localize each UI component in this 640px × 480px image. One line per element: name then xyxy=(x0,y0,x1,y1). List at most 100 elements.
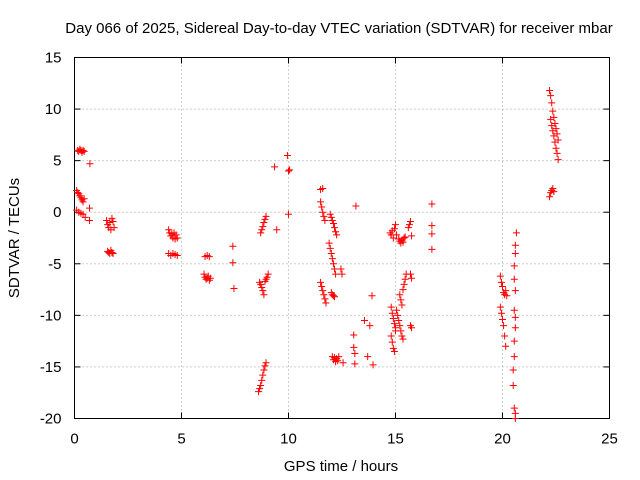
data-point xyxy=(390,225,398,233)
data-point xyxy=(328,216,336,224)
data-point xyxy=(173,252,181,260)
data-point xyxy=(398,332,406,340)
data-point xyxy=(258,376,266,384)
data-point xyxy=(500,322,508,330)
data-point xyxy=(408,232,416,240)
data-point xyxy=(260,291,268,299)
data-point xyxy=(229,242,237,250)
data-point xyxy=(333,231,341,239)
data-point xyxy=(428,222,436,230)
y-tick-label: -20 xyxy=(40,411,62,428)
data-point xyxy=(400,280,408,288)
data-point xyxy=(406,217,414,225)
grid xyxy=(74,57,610,419)
data-point xyxy=(285,210,292,218)
data-point xyxy=(510,275,518,283)
data-point xyxy=(257,229,265,237)
data-point xyxy=(499,315,506,323)
data-point xyxy=(397,327,405,335)
data-point xyxy=(259,287,267,295)
data-point xyxy=(502,287,510,295)
data-point xyxy=(390,347,398,355)
data-point xyxy=(261,362,269,370)
x-tick-label: 25 xyxy=(601,431,618,448)
data-point xyxy=(329,220,337,228)
data-point xyxy=(285,167,292,175)
x-tick-label: 15 xyxy=(387,431,404,448)
data-point xyxy=(200,270,208,278)
data-point xyxy=(319,287,327,295)
x-tick-label: 5 xyxy=(177,431,185,448)
data-point xyxy=(172,231,180,239)
data-point xyxy=(394,311,402,319)
data-point xyxy=(392,221,399,229)
data-point xyxy=(389,234,397,242)
data-point xyxy=(395,317,403,325)
data-point xyxy=(79,198,87,206)
data-point xyxy=(401,233,409,241)
data-point xyxy=(399,335,407,343)
data-point xyxy=(388,338,396,346)
data-point xyxy=(322,299,330,307)
data-point xyxy=(496,272,504,280)
data-point xyxy=(262,359,270,367)
data-point xyxy=(510,353,518,361)
data-point xyxy=(511,313,519,321)
data-point xyxy=(325,239,333,247)
data-point xyxy=(511,324,519,332)
data-point xyxy=(85,216,93,224)
data-point xyxy=(551,138,559,146)
data-point xyxy=(255,388,263,396)
data-point xyxy=(263,273,271,281)
data-point xyxy=(85,204,93,212)
data-point xyxy=(260,219,268,227)
data-point xyxy=(259,223,267,231)
x-tick-label: 20 xyxy=(494,431,511,448)
data-point xyxy=(109,217,117,225)
data-point xyxy=(549,127,557,135)
data-point xyxy=(286,166,294,174)
data-point xyxy=(108,248,116,256)
data-point xyxy=(368,292,376,300)
data-point xyxy=(283,151,291,159)
data-point xyxy=(550,188,558,196)
plot-frame xyxy=(74,57,610,419)
data-point xyxy=(317,278,325,286)
data-point xyxy=(327,213,335,221)
data-point xyxy=(547,115,555,123)
data-point xyxy=(554,156,562,164)
data-point xyxy=(335,353,343,361)
data-point xyxy=(261,215,269,223)
x-axis-label: GPS time / hours xyxy=(284,458,398,475)
data-point xyxy=(401,275,409,283)
data-point xyxy=(405,221,413,229)
data-point xyxy=(327,249,335,257)
data-point xyxy=(206,274,214,282)
data-point xyxy=(512,229,520,237)
data-point xyxy=(264,270,272,278)
data-point xyxy=(229,259,237,267)
data-point xyxy=(397,296,405,304)
data-point xyxy=(321,295,329,303)
data-point xyxy=(110,224,118,232)
data-point xyxy=(408,324,416,332)
data-point xyxy=(398,301,406,309)
y-tick-label: -15 xyxy=(40,359,62,376)
data-point xyxy=(552,144,560,152)
data-point xyxy=(165,226,173,234)
data-point xyxy=(499,282,506,290)
data-point xyxy=(546,193,554,201)
data-point xyxy=(387,332,395,340)
y-tick-label: 15 xyxy=(45,50,62,67)
data-point xyxy=(271,163,279,171)
data-point xyxy=(262,212,270,220)
data-point xyxy=(390,320,398,328)
data-point xyxy=(352,202,360,210)
data-point xyxy=(260,366,268,374)
axis-ticks: 0 5 10 15 20 25 -20 -15 -10 -5 0 5 10 15 xyxy=(40,50,618,448)
data-point xyxy=(332,228,340,236)
data-point xyxy=(329,260,337,268)
data-point xyxy=(339,359,347,367)
data-point xyxy=(81,213,89,221)
x-tick-label: 0 xyxy=(70,431,78,448)
